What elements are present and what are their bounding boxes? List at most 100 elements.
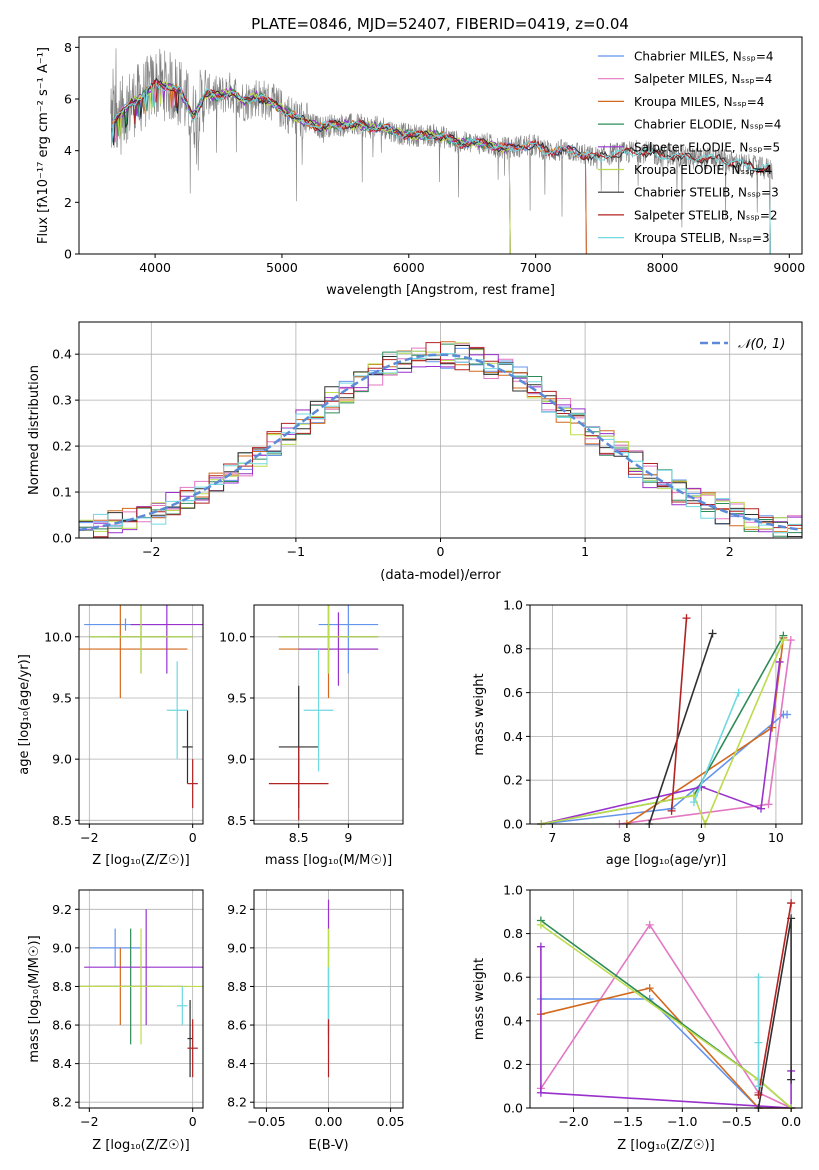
y-tick-label: 0 bbox=[64, 247, 72, 262]
y-axis-label: Flux [fλ10⁻¹⁷ erg cm⁻² s⁻¹ A⁻¹] bbox=[36, 47, 51, 244]
y-tick-label: 8.5 bbox=[52, 813, 72, 828]
weight-line bbox=[540, 923, 792, 1109]
weight-line bbox=[670, 618, 688, 811]
y-tick-label: 0.3 bbox=[52, 393, 72, 408]
x-tick-label: 0.0 bbox=[781, 1114, 801, 1129]
axes-frame bbox=[253, 604, 404, 825]
y-tick-label: 8.6 bbox=[52, 1018, 72, 1033]
weight-line bbox=[693, 692, 740, 803]
legend-label: Kroupa ELODIE, Nₛₛₚ=4 bbox=[634, 163, 772, 177]
axes-frame bbox=[529, 604, 803, 825]
weight-marker bbox=[689, 798, 698, 807]
weight-marker bbox=[708, 629, 717, 638]
y-tick-label: 8.8 bbox=[52, 979, 72, 994]
chart-title: PLATE=0846, MJD=52407, FIBERID=0419, z=0… bbox=[251, 15, 629, 33]
x-tick-label: −2 bbox=[142, 544, 160, 559]
x-tick-label: 9 bbox=[344, 830, 352, 845]
weight-vs-age-panel: 7 8 9 10 0.0 0.2 0.4 0.6 0.8 1.0 age [log₁₀(age/yr… bbox=[472, 598, 803, 868]
y-axis-label: mass weight bbox=[472, 673, 487, 755]
weight-marker bbox=[779, 636, 788, 645]
weight-marker bbox=[787, 899, 796, 908]
y-tick-label: 0.0 bbox=[52, 531, 72, 546]
x-tick-label: 0.00 bbox=[315, 1114, 343, 1129]
x-axis-label: Z [log₁₀(Z/Z☉)] bbox=[92, 1138, 189, 1153]
model-line bbox=[111, 82, 511, 254]
model-line bbox=[111, 80, 587, 254]
weight-line bbox=[540, 998, 792, 1109]
y-tick-label: 0.1 bbox=[52, 485, 72, 500]
y-tick-label: 4 bbox=[64, 143, 72, 158]
y-tick-label: 0.2 bbox=[52, 439, 72, 454]
axes-frame bbox=[78, 889, 204, 1109]
y-tick-label: 9.0 bbox=[52, 940, 72, 955]
model-line bbox=[111, 82, 771, 254]
y-tick-label: 8.2 bbox=[227, 1095, 247, 1110]
x-axis-label: age [log₁₀(age/yr)] bbox=[606, 853, 727, 868]
x-tick-label: −1.5 bbox=[613, 1114, 643, 1129]
y-tick-label: 0.4 bbox=[503, 1013, 523, 1028]
y-tick-label: 0.2 bbox=[503, 1057, 523, 1072]
x-tick-label: 6000 bbox=[393, 260, 425, 275]
y-tick-label: 0.6 bbox=[503, 970, 523, 985]
x-tick-label: 7 bbox=[548, 830, 556, 845]
y-tick-label: 0.2 bbox=[503, 773, 523, 788]
y-axis-label: mass [log₁₀(M/M☉)] bbox=[27, 935, 42, 1062]
x-tick-label: −0.5 bbox=[722, 1114, 752, 1129]
x-tick-label: 0 bbox=[189, 830, 197, 845]
x-tick-label: 0 bbox=[437, 544, 445, 559]
x-tick-label: 2 bbox=[726, 544, 734, 559]
x-tick-label: 8.5 bbox=[289, 830, 309, 845]
y-axis-label: age [log₁₀(age/yr)] bbox=[17, 654, 32, 775]
weight-marker bbox=[754, 1038, 763, 1047]
y-tick-label: 9.0 bbox=[227, 940, 247, 955]
spectrum-panel: 4000 5000 6000 7000 8000 9000 0 2 4 6 8 wavelength … bbox=[36, 15, 805, 298]
weight-marker bbox=[787, 1075, 796, 1084]
weight-marker bbox=[536, 942, 545, 951]
weight-marker bbox=[536, 920, 545, 929]
axes-frame bbox=[78, 604, 204, 825]
weight-marker bbox=[645, 920, 654, 929]
y-tick-label: 0.8 bbox=[503, 926, 523, 941]
weight-marker bbox=[764, 800, 773, 809]
y-tick-label: 8.4 bbox=[227, 1056, 247, 1071]
legend-label: Kroupa MILES, Nₛₛₚ=4 bbox=[634, 95, 764, 109]
weight-marker bbox=[783, 710, 792, 719]
y-tick-label: 0.4 bbox=[503, 729, 523, 744]
x-tick-label: −1.0 bbox=[667, 1114, 697, 1129]
weight-vs-Z-panel: −2.0 −1.5 −1.0 −0.5 0.0 0.0 0.2 0.4 0.6 0.8 1.0 Z [… bbox=[472, 883, 803, 1153]
residuals-panel: −2 −1 0 1 2 0.0 0.1 0.2 0.3 0.4 (data-model)/error… bbox=[27, 321, 803, 583]
x-tick-label: −2 bbox=[80, 830, 98, 845]
mass-vs-ebv-panel: −0.05 0.00 0.05 8.2 8.4 8.6 8.8 9.0 9.2 E(B-V) bbox=[227, 889, 405, 1153]
y-tick-label: 8.4 bbox=[52, 1056, 72, 1071]
axes-frame bbox=[529, 889, 803, 1109]
histogram-step bbox=[79, 354, 802, 534]
y-tick-label: 1.0 bbox=[503, 883, 523, 898]
weight-marker bbox=[754, 1082, 763, 1091]
y-tick-label: 10.0 bbox=[219, 629, 247, 644]
x-tick-label: −2 bbox=[80, 1114, 98, 1129]
y-tick-label: 6 bbox=[64, 92, 72, 107]
x-tick-label: 1 bbox=[581, 544, 589, 559]
x-axis-label: (data-model)/error bbox=[380, 568, 501, 583]
y-tick-label: 8.6 bbox=[227, 1018, 247, 1033]
x-axis-label: wavelength [Angstrom, rest frame] bbox=[326, 283, 555, 298]
weight-marker bbox=[734, 688, 743, 697]
x-tick-label: 5000 bbox=[266, 260, 298, 275]
weight-marker bbox=[754, 1090, 763, 1099]
x-axis-label: E(B-V) bbox=[308, 1138, 348, 1153]
x-axis-label: Z [log₁₀(Z/Z☉)] bbox=[92, 853, 189, 868]
weight-marker bbox=[754, 973, 763, 982]
y-tick-label: 9.0 bbox=[227, 752, 247, 767]
y-axis-label: Normed distribution bbox=[27, 365, 42, 495]
axes-frame bbox=[78, 36, 803, 255]
age-vs-mass-panel: 8.5 9 8.5 9.0 9.5 10.0 mass [log₁₀(M/M☉)] bbox=[219, 604, 404, 868]
x-tick-label: 0 bbox=[189, 1114, 197, 1129]
x-axis-label: mass [log₁₀(M/M☉)] bbox=[265, 853, 392, 868]
y-tick-label: 8 bbox=[64, 40, 72, 55]
histogram-step bbox=[79, 342, 802, 538]
y-tick-label: 0.4 bbox=[52, 347, 72, 362]
weight-line bbox=[541, 713, 788, 825]
legend-label: Salpeter MILES, Nₛₛₚ=4 bbox=[634, 72, 772, 86]
weight-marker bbox=[536, 1088, 545, 1097]
y-tick-label: 1.0 bbox=[503, 598, 523, 613]
